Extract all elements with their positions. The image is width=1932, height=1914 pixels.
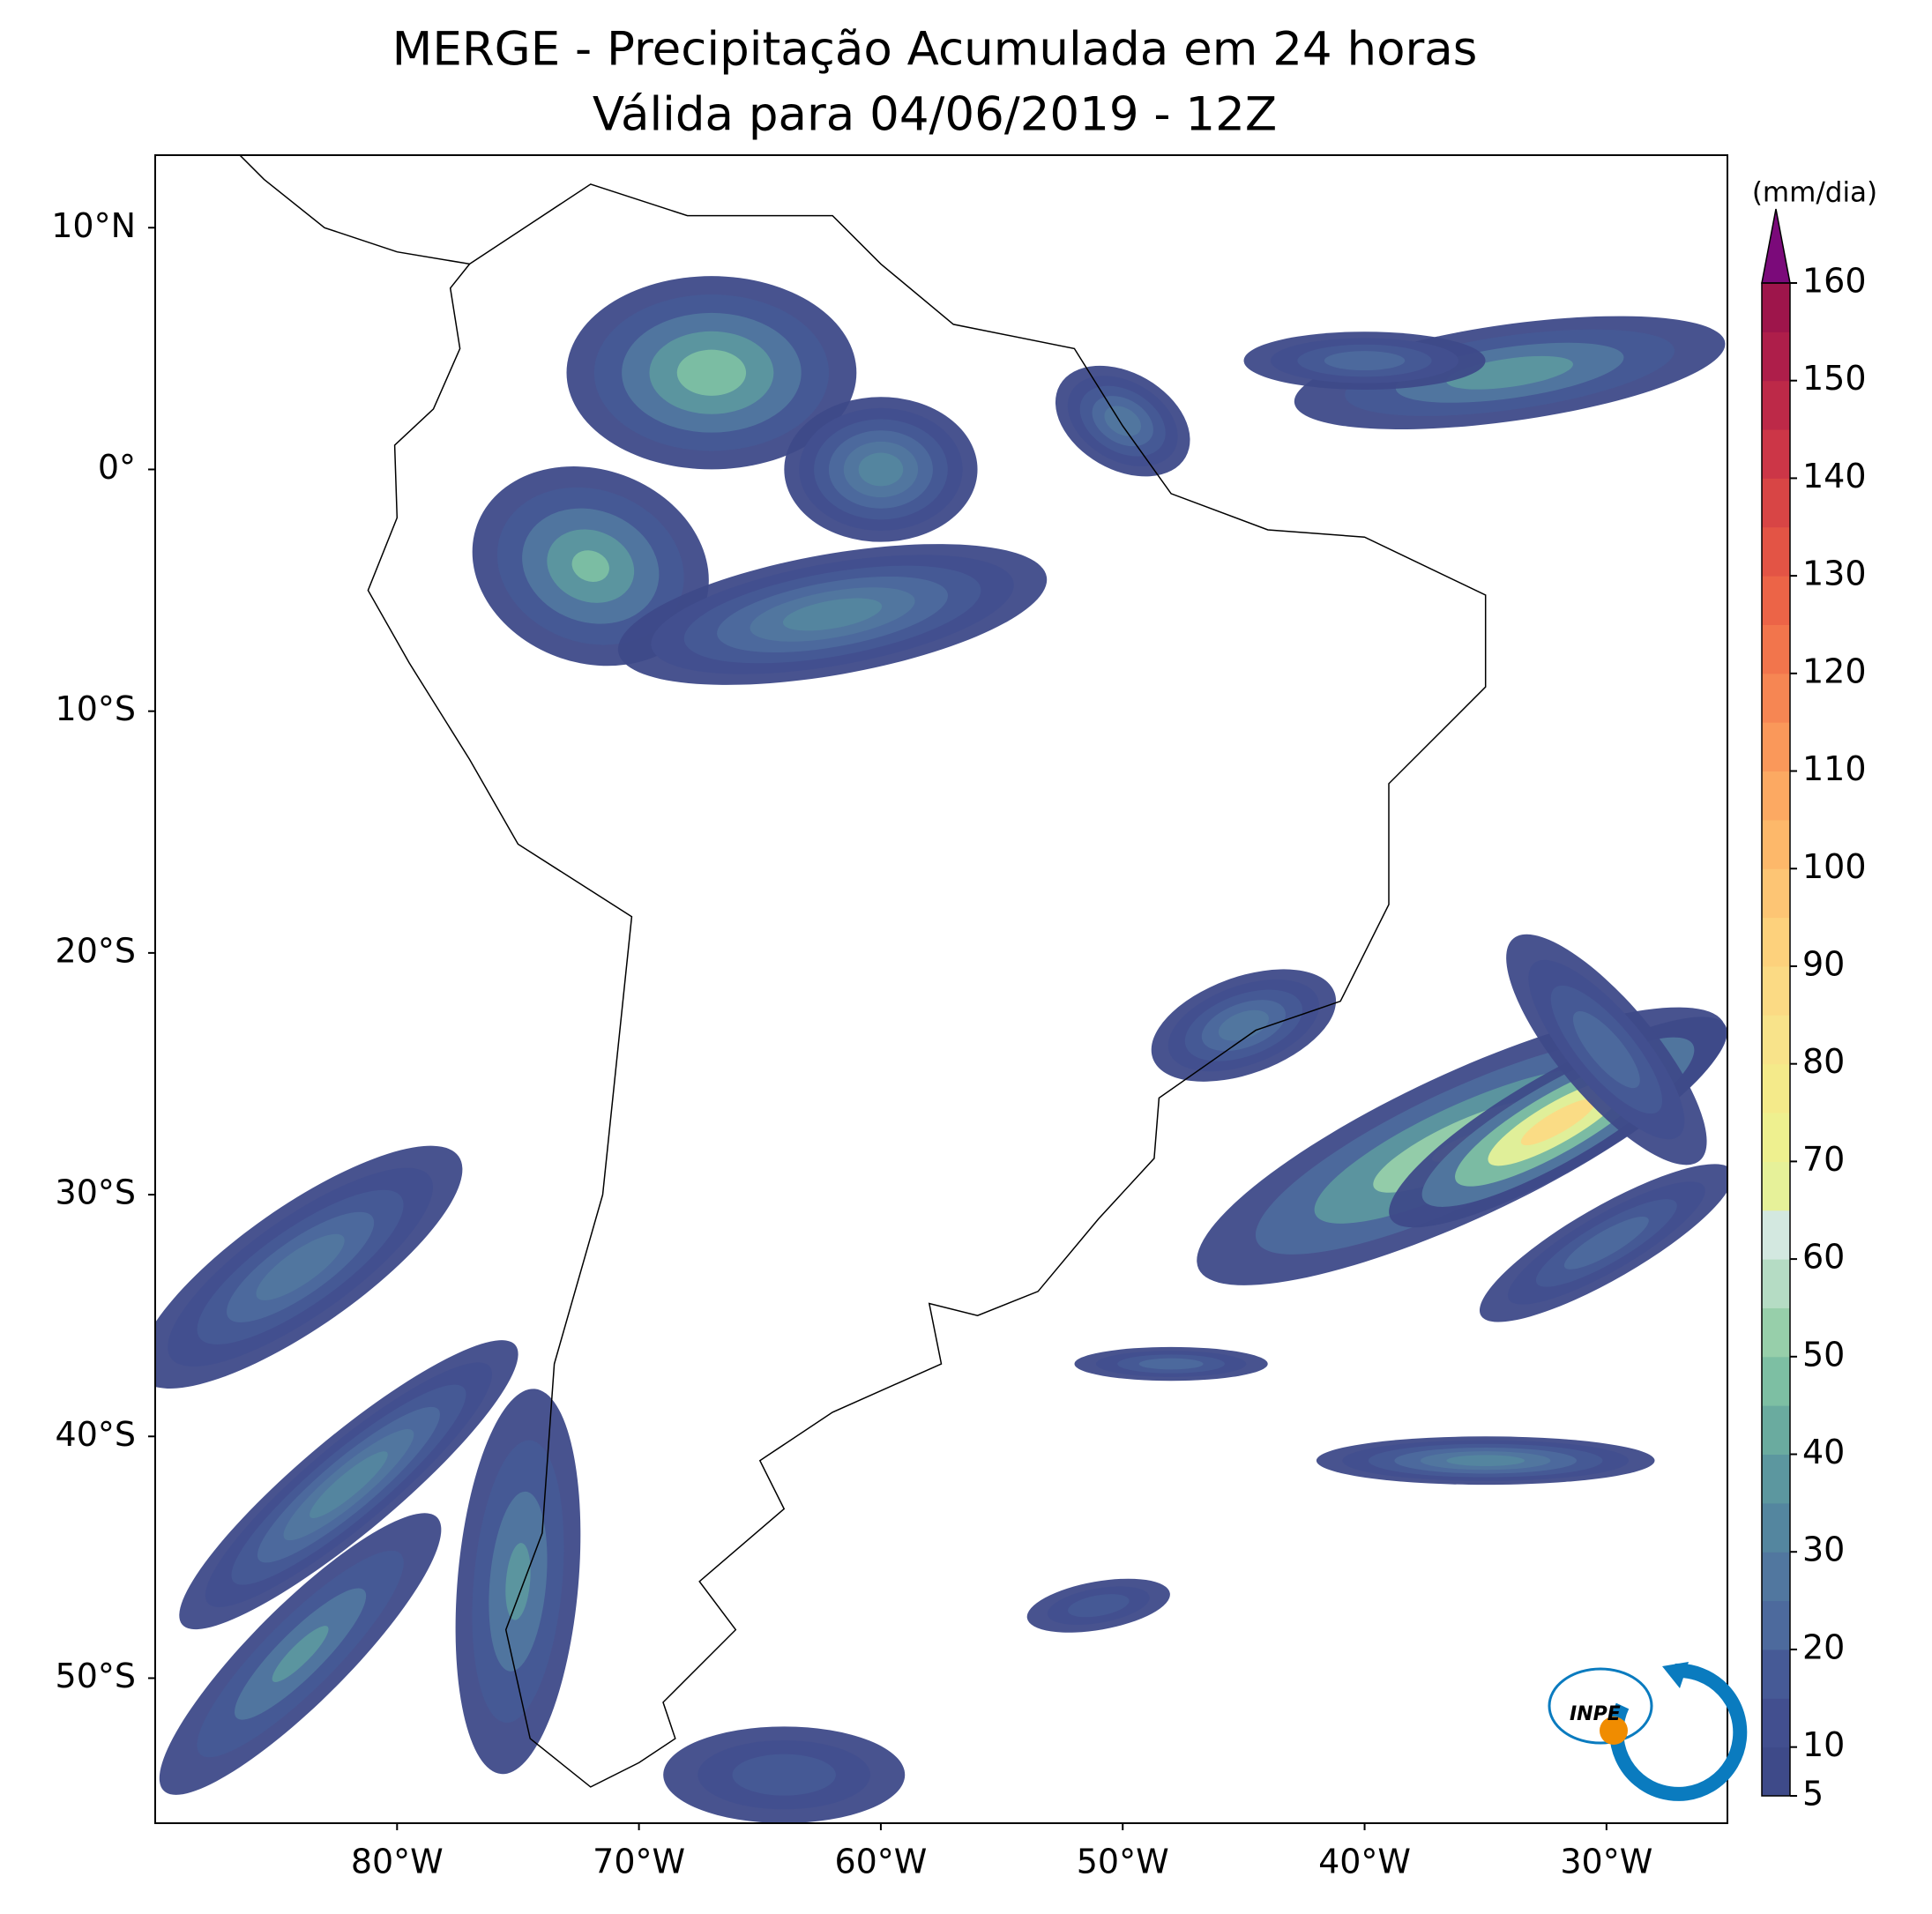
colorbar-band [1762,1649,1790,1699]
rain-area [1138,1358,1204,1370]
y-tick-label: 0° [98,448,136,487]
colorbar-tick-label: 60 [1802,1238,1845,1277]
x-tick-label: 50°W [1077,1843,1169,1881]
colorbar-label: (mm/dia) [1752,177,1877,209]
colorbar-tick-label: 40 [1802,1433,1845,1471]
colorbar-extend [1761,208,1791,284]
subtitle: Válida para 04/06/2019 - 12Z [593,88,1277,142]
colorbar-band [1762,868,1790,919]
rain-area [732,1754,836,1796]
colorbar-tick-label: 130 [1802,555,1867,593]
colorbar-band [1762,1698,1790,1748]
colorbar-band [1762,1454,1790,1504]
coastline [238,155,1487,1788]
y-tick-label: 10°N [51,206,136,245]
rain-area [1104,406,1142,436]
y-tick-label: 10°S [56,689,136,728]
colorbar-band [1762,965,1790,1016]
colorbar-band [1762,819,1790,869]
y-tick-label: 30°S [56,1173,136,1212]
colorbar-band [1762,526,1790,577]
colorbar-band [1762,1063,1790,1113]
x-tick-label: 60°W [834,1843,927,1881]
inpe-logo: INPE [1548,1662,1748,1801]
colorbar-tick-label: 10 [1802,1725,1845,1764]
colorbar-band [1762,771,1790,821]
y-tick-label: 40°S [56,1415,136,1454]
y-tick-label: 50°S [56,1657,136,1695]
rain-area [1520,1099,1596,1146]
colorbar-tick-label: 80 [1802,1042,1845,1081]
y-tick-label: 20°S [56,931,136,970]
colorbar-band [1762,1746,1790,1797]
colorbar-tick-label: 140 [1802,457,1867,495]
colorbar-band [1762,917,1790,967]
map-frame [154,154,1728,1824]
rain-area [1563,1217,1649,1270]
rain-area [676,349,747,396]
colorbar-band [1762,283,1790,332]
colorbar-band [1762,1600,1790,1650]
colorbar-band [1762,1356,1790,1406]
colorbar-tick-label: 150 [1802,359,1867,398]
rain-area [1572,1010,1640,1089]
rain-area [1218,1009,1269,1041]
colorbar-tick-label: 160 [1802,262,1867,301]
colorbar-band [1762,429,1790,479]
coastlines [238,155,1487,1788]
x-tick-label: 40°W [1318,1843,1411,1881]
rain-area [858,452,904,487]
colorbar-band [1762,1405,1790,1456]
colorbar-tick-label: 70 [1802,1140,1845,1179]
x-tick-label: 70°W [593,1843,685,1881]
colorbar-band [1762,1502,1790,1553]
colorbar-tick-label: 120 [1802,652,1867,690]
rain-area [1446,1455,1525,1467]
colorbar-band [1762,1259,1790,1308]
rain-area [505,1543,531,1620]
logo-text: INPE [1570,1703,1621,1725]
colorbar-band [1762,576,1790,625]
rain-area [1324,351,1406,371]
colorbar-band [1762,331,1790,382]
colorbar-band [1762,1307,1790,1358]
colorbar-band [1762,478,1790,528]
colorbar-band [1762,1161,1790,1211]
colorbar-tick-label: 5 [1802,1775,1824,1813]
title: MERGE - Precipitação Acumulada em 24 hor… [392,23,1478,77]
colorbar-tick-label: 20 [1802,1627,1845,1666]
precipitation-field [155,276,1727,1823]
rain-area [571,550,609,583]
colorbar-band [1762,1015,1790,1065]
rain-area [310,1451,388,1518]
colorbar-frame [1761,282,1791,1797]
colorbar-band [1762,1552,1790,1602]
colorbar-tick-label: 30 [1802,1530,1845,1569]
rain-area [1068,1594,1130,1618]
rain-area [782,598,883,631]
colorbar-tick-label: 90 [1802,944,1845,983]
colorbar-band [1762,380,1790,430]
rain-area [1446,355,1573,390]
colorbar-tick-label: 110 [1802,749,1867,788]
colorbar-band [1762,624,1790,674]
colorbar-band [1762,673,1790,723]
rain-area [272,1626,329,1683]
rain-area [256,1233,345,1300]
colorbar-tick-label: 50 [1802,1335,1845,1374]
x-tick-label: 30°W [1560,1843,1652,1881]
colorbar-tick-label: 100 [1802,847,1867,886]
colorbar-band [1762,722,1790,772]
x-tick-label: 80°W [351,1843,444,1881]
colorbar-band [1762,1210,1790,1260]
colorbar-band [1762,1113,1790,1162]
